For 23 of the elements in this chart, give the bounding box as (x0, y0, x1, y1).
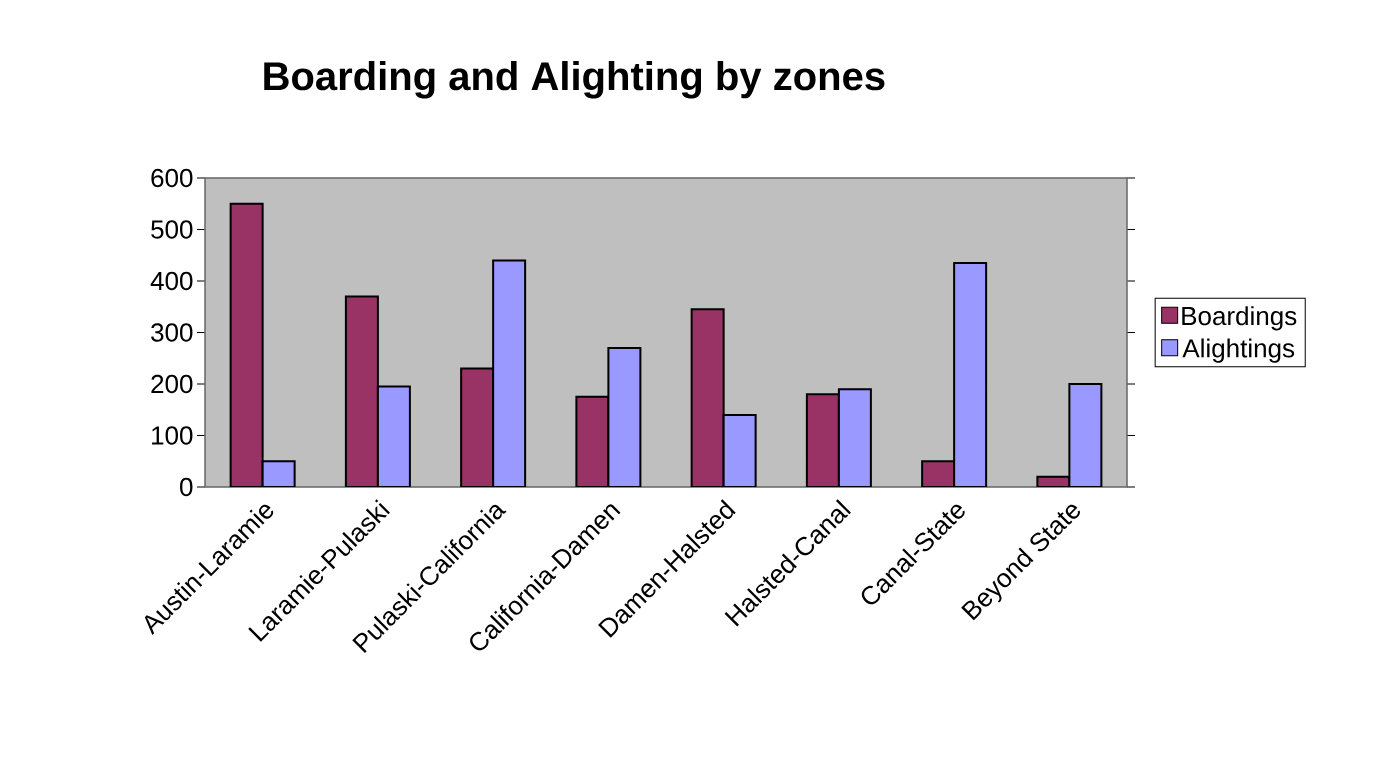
bar (460, 367, 495, 487)
bar (722, 413, 757, 487)
bar (690, 308, 725, 487)
bar (344, 295, 379, 487)
y-tick-label: 400 (150, 271, 193, 291)
legend-label: Boardings (1182, 306, 1297, 331)
bar (376, 385, 411, 487)
y-tick-label: 0 (180, 477, 193, 497)
bar (607, 346, 642, 487)
bar (575, 395, 610, 487)
y-tick-label: 300 (151, 323, 193, 342)
bar (953, 261, 988, 487)
bar (1068, 382, 1103, 487)
legend-label: Alightings (1182, 338, 1295, 363)
bar (492, 259, 527, 487)
y-tick-label: 100 (152, 426, 193, 445)
bar (805, 393, 840, 487)
y-tick-label: 200 (151, 374, 193, 394)
y-tick-label: 600 (151, 168, 193, 188)
y-tick-label: 500 (151, 220, 193, 239)
chart-title: Boarding and Alighting by zones (264, 61, 885, 99)
bar (229, 202, 264, 487)
bar (837, 388, 872, 487)
